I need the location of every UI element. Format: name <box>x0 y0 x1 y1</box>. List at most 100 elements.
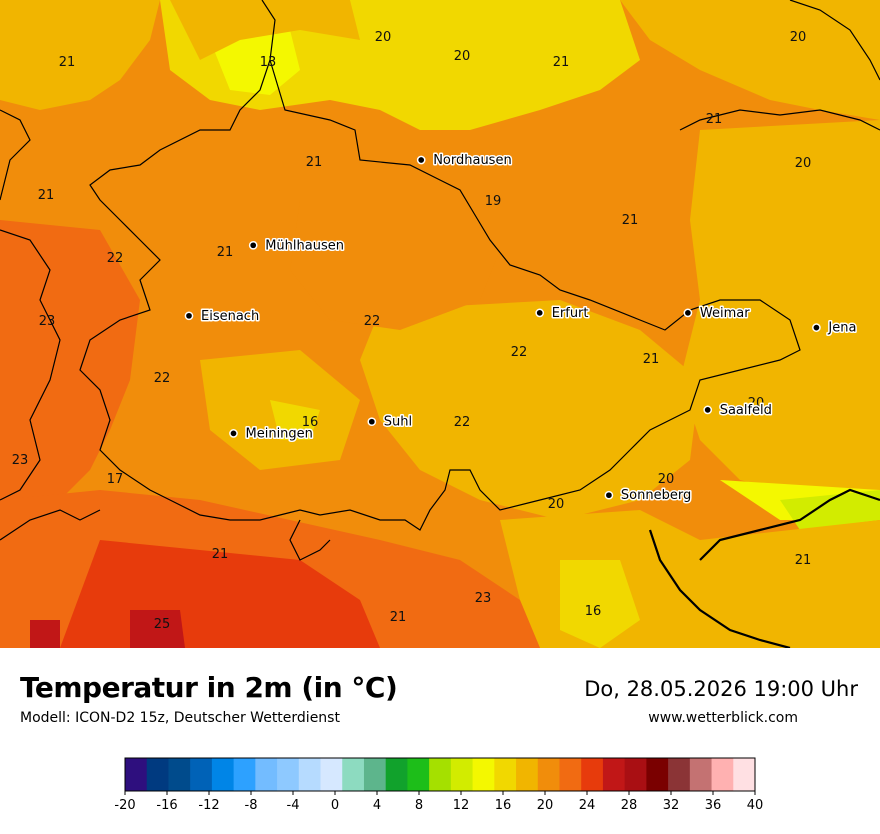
color-swatch <box>733 758 756 791</box>
city-name: Saalfeld <box>720 403 772 418</box>
temperature-value: 21 <box>553 55 570 70</box>
city-marker-icon <box>416 155 426 165</box>
temperature-value: 22 <box>511 345 528 360</box>
temperature-value: 20 <box>658 472 675 487</box>
city-weimar[interactable]: Weimar <box>683 304 752 322</box>
color-swatch <box>211 758 235 791</box>
city-saalfeld[interactable]: Saalfeld <box>703 401 773 419</box>
color-scale-bar <box>124 757 756 792</box>
color-swatch <box>385 758 408 791</box>
city-name: Suhl <box>384 415 412 430</box>
temperature-map[interactable]: 20 20 21 20 21 13 21 21 20 21 19 21 21 22 23 22 22 21 22 20… <box>0 0 880 648</box>
color-swatch <box>298 758 321 791</box>
city-name: Nordhausen <box>433 153 512 168</box>
temperature-value: 19 <box>485 194 502 209</box>
tick-label: -20 <box>114 798 135 813</box>
color-swatch <box>277 758 300 791</box>
city-marker-icon <box>703 405 713 415</box>
city-name: Eisenach <box>201 309 259 324</box>
color-swatch <box>320 758 343 791</box>
city-erfurt[interactable]: Erfurt <box>535 304 590 322</box>
tick-label: 0 <box>331 798 339 813</box>
city-mühlhausen[interactable]: Mühlhausen <box>248 237 345 255</box>
temperature-value: 21 <box>217 245 234 260</box>
city-sonneberg[interactable]: Sonneberg <box>604 487 693 505</box>
color-swatch <box>537 758 560 791</box>
temperature-value: 20 <box>795 156 812 171</box>
tick-label: 4 <box>373 798 381 813</box>
temperature-value: 20 <box>748 396 765 411</box>
color-swatch <box>559 758 582 791</box>
temperature-value: 16 <box>585 604 602 619</box>
color-swatch <box>125 758 148 791</box>
temperature-value: 20 <box>454 49 471 64</box>
temperature-field <box>0 0 880 648</box>
temperature-value: 20 <box>375 30 392 45</box>
tick-label: -8 <box>245 798 258 813</box>
color-swatch <box>342 758 365 791</box>
temperature-value: 23 <box>39 314 56 329</box>
color-scale-frame <box>124 757 756 792</box>
color-swatch <box>363 758 387 791</box>
city-eisenach[interactable]: Eisenach <box>184 307 261 325</box>
city-marker-icon <box>812 323 821 332</box>
tick-label: 40 <box>747 798 764 813</box>
temperature-value: 22 <box>454 415 471 430</box>
tick-label: 36 <box>705 798 722 813</box>
temperature-value: 22 <box>364 314 381 329</box>
temperature-value: 21 <box>622 213 639 228</box>
tick-label: 16 <box>495 798 512 813</box>
tick-label: -4 <box>287 798 300 813</box>
city-suhl[interactable]: Suhl <box>367 413 414 431</box>
temperature-value: 21 <box>306 155 323 170</box>
temperature-value: 21 <box>212 547 229 562</box>
temperature-value: 21 <box>643 352 660 367</box>
tick-label: 32 <box>663 798 680 813</box>
color-swatch <box>429 758 452 791</box>
website-link[interactable]: www.wetterblick.com <box>648 710 798 726</box>
color-swatch <box>407 758 430 791</box>
color-swatch <box>624 758 647 791</box>
color-swatch <box>472 758 495 791</box>
tick-label: 12 <box>453 798 470 813</box>
forecast-datetime: Do, 28.05.2026 19:00 Uhr <box>584 677 858 701</box>
city-marker-icon <box>535 308 545 318</box>
temperature-value: 13 <box>260 55 277 70</box>
city-name: Meiningen <box>246 426 313 441</box>
city-marker-icon <box>604 490 614 500</box>
temperature-values: 20 20 21 20 21 13 21 21 20 21 19 21 21 22 23 22 22 21 22 20… <box>12 30 812 632</box>
color-swatch <box>494 758 517 791</box>
city-meiningen[interactable]: Meiningen <box>229 425 314 443</box>
temperature-value: 20 <box>790 30 807 45</box>
city-marker-icon <box>184 311 194 321</box>
tick-label: -12 <box>198 798 219 813</box>
tick-label: -16 <box>156 798 177 813</box>
color-swatch <box>190 758 213 791</box>
tick-label: 20 <box>537 798 554 813</box>
city-marker-icon <box>229 429 238 438</box>
temperature-value: 21 <box>706 112 723 127</box>
color-swatch <box>581 758 604 791</box>
color-swatch <box>602 758 626 791</box>
temperature-value: 21 <box>390 610 407 625</box>
tick-label: 24 <box>579 798 596 813</box>
color-scale-ticks: -20 -16 -12 -8 -4 0 4 8 12 16 20 24 28 32 36 40 <box>114 791 763 813</box>
temperature-value: 23 <box>475 591 492 606</box>
borders <box>0 0 880 648</box>
map-title: Temperatur in 2m (in °C) <box>20 671 398 704</box>
temperature-value: 21 <box>59 55 76 70</box>
city-nordhausen[interactable]: Nordhausen <box>416 152 513 170</box>
color-swatch <box>255 758 278 791</box>
city-jena[interactable]: Jena <box>812 319 858 337</box>
city-marker-icon <box>683 308 693 318</box>
color-swatch <box>711 758 734 791</box>
city-name: Erfurt <box>552 306 589 321</box>
color-scale: -20 -16 -12 -8 -4 0 4 8 12 16 20 24 28 32 36 40 <box>0 750 880 830</box>
color-swatch <box>233 758 256 791</box>
temperature-value: 16 <box>302 415 319 430</box>
color-swatch <box>168 758 191 791</box>
tick-label: 28 <box>621 798 638 813</box>
city-name: Sonneberg <box>621 488 691 503</box>
city-name: Weimar <box>700 306 750 321</box>
color-swatch <box>516 758 539 791</box>
